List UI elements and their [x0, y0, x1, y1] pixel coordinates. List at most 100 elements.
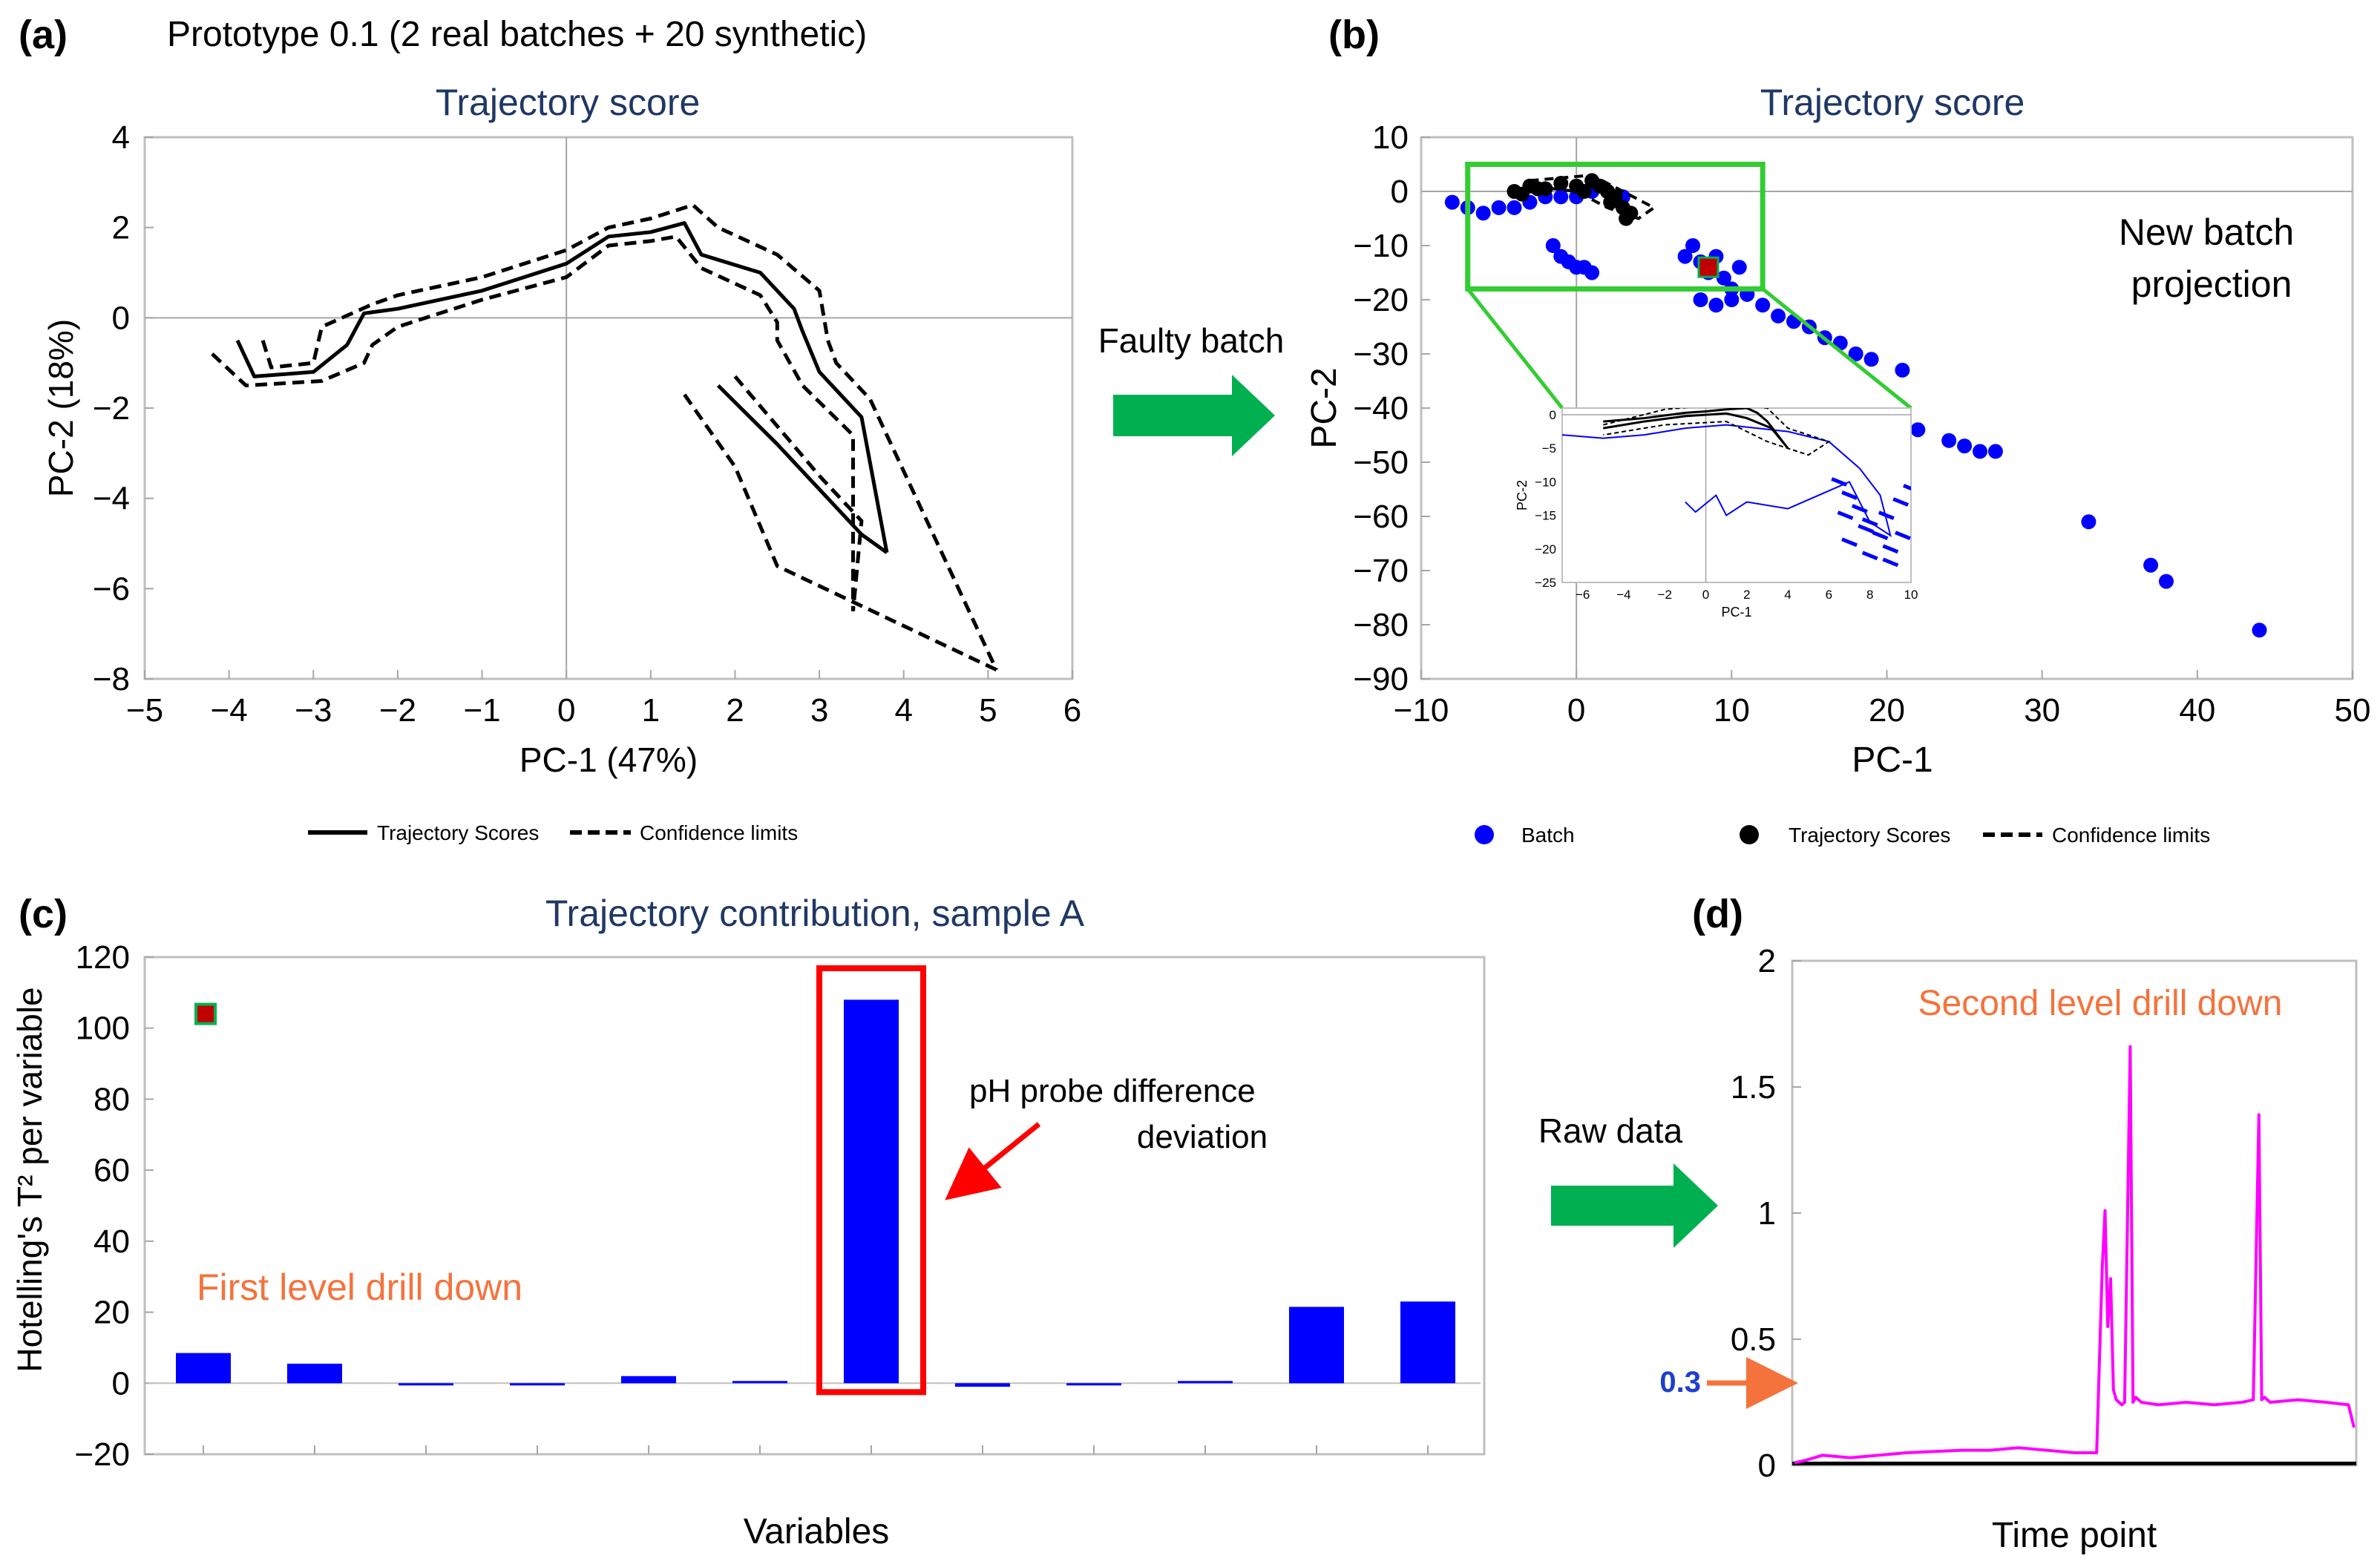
panel-b-y-tick-label: −30 [1353, 336, 1409, 372]
panel-d-y-ticks: 0 0.5 1 1.5 2 [1731, 943, 1801, 1484]
panel-b-letter: (b) [1328, 13, 1380, 57]
panel-a-ylabel: PC-2 (18%) [42, 319, 80, 497]
panel-b-annotation-line2: projection [2131, 263, 2292, 305]
arrow-a-to-b [1113, 375, 1275, 456]
panel-b-y-tick-label: −80 [1353, 607, 1409, 643]
panel-b-inset-batch-mark [1861, 551, 1878, 561]
panel-b-ylabel: PC-2 [1305, 367, 1344, 448]
panel-b-inset-x-tick-label: −4 [1616, 588, 1630, 602]
panel-b-y-tick-label: −50 [1353, 444, 1409, 481]
panel-c-y-tick-label: 20 [94, 1295, 130, 1331]
panel-b-inset-batch-trace [1562, 424, 1892, 537]
batch-point [1895, 362, 1910, 378]
panel-b-x-tick-label: 0 [1567, 692, 1585, 729]
panel-a-y-tick-label: 4 [112, 119, 130, 156]
panel-b-inset-traces [1562, 408, 1911, 568]
panel-c-highlight-box [816, 965, 926, 1396]
panel-c-plot-frame [143, 956, 1486, 1456]
confidence-limit-line [733, 375, 864, 612]
panel-a-x-tick-label: −5 [126, 692, 163, 729]
trajectory-score-line [235, 221, 889, 553]
panel-b-inset-batch-mark [1882, 557, 1899, 568]
panel-b-x-ticks: −10 0 10 20 30 40 50 [1394, 670, 2370, 729]
panel-c-y-tick-label: 40 [94, 1223, 130, 1260]
batch-point [2081, 514, 2097, 530]
batch-point [1731, 260, 1747, 275]
batch-point [1685, 238, 1701, 253]
panel-c-ylabel: Hotelling's T² per variable [10, 987, 49, 1372]
panel-d-y-tick-label: 0 [1758, 1448, 1776, 1484]
panel-d-y-tick-label: 0.5 [1731, 1321, 1776, 1358]
panel-b-inset-x-tick-label: −2 [1658, 588, 1672, 602]
panel-d-series [1792, 1045, 2356, 1465]
batch-point [1708, 298, 1724, 313]
panel-b-inset-x-tick-label: 10 [1904, 588, 1918, 602]
panel-b-inset-batch-mark [1851, 504, 1868, 513]
panel-c-y-tick-label: −20 [74, 1436, 130, 1473]
panel-d-y-tick-label: 1 [1758, 1195, 1776, 1232]
batch-point [1716, 270, 1731, 286]
panel-b-zoom-connector [1761, 287, 1912, 410]
batch-point [1507, 200, 1522, 215]
legend-b-trajectory-swatch [1740, 825, 1759, 844]
batch-point [2159, 574, 2174, 589]
panel-b-xlabel: PC-1 [1852, 740, 1932, 780]
panel-b-inset-batch-mark [1872, 530, 1889, 541]
batch-point [1771, 308, 1786, 323]
panel-b-y-tick-label: −60 [1353, 499, 1409, 535]
contribution-bar [1289, 1307, 1344, 1384]
batch-point [1863, 352, 1879, 367]
panel-b-inset-batch-mark [1882, 544, 1899, 554]
panel-b-y-tick-label: −90 [1353, 661, 1409, 697]
batch-point [1553, 189, 1569, 205]
panel-a-x-tick-label: 0 [557, 692, 575, 729]
panel-b-inset-y-tick-label: −20 [1535, 542, 1556, 556]
panel-b-y-tick-label: −40 [1353, 390, 1409, 427]
panel-a-x-tick-label: 1 [642, 692, 660, 729]
batch-point [1910, 422, 1926, 438]
contribution-bar [287, 1363, 342, 1384]
confidence-limit-line [683, 393, 997, 672]
panel-b-x-tick-label: 10 [1714, 692, 1750, 729]
panel-b-inset-batch-mark [1892, 497, 1909, 507]
contribution-bar [399, 1383, 453, 1386]
panel-b-inset-y-tick-label: −5 [1542, 441, 1556, 456]
panel-a-x-tick-label: 4 [894, 692, 912, 729]
batch-point [1584, 265, 1600, 280]
trajectory-score-point [1619, 211, 1634, 226]
panel-b-y-tick-label: −70 [1353, 553, 1409, 589]
panel-a-x-tick-label: −4 [211, 692, 248, 729]
panel-a-y-tick-label: −8 [93, 661, 130, 697]
batch-point [1755, 298, 1771, 313]
contribution-bar [510, 1383, 565, 1386]
panel-b-inset-y-tick-label: 0 [1550, 408, 1556, 422]
panel-c-probe-line2: deviation [1137, 1119, 1268, 1155]
panel-a-x-tick-label: −3 [295, 692, 332, 729]
legend-a-confidence-label: Confidence limits [640, 821, 798, 844]
confidence-limit-line [260, 203, 998, 671]
legend-b-batch-label: Batch [1521, 824, 1575, 847]
panel-a-y-tick-label: −2 [93, 390, 130, 427]
panel-b-inset-confidence-trace [1603, 408, 1831, 456]
panel-b-inset-y-tick-label: −15 [1535, 509, 1556, 523]
panel-b-confidence-outline [1530, 174, 1657, 220]
panel-a-y-tick-label: 2 [112, 210, 130, 246]
panel-a-x-tick-label: 2 [726, 692, 744, 729]
panel-b-y-tick-label: 0 [1391, 174, 1409, 210]
panel-b-title: Trajectory score [1760, 82, 2025, 123]
panel-c-bars [148, 999, 1481, 1454]
panel-c-y-tick-label: 100 [76, 1011, 130, 1047]
panel-c-probe-annotation: pH probe difference deviation [969, 1073, 1268, 1155]
contribution-bar [1066, 1383, 1121, 1386]
batch-point [1941, 433, 1957, 448]
panel-c-y-tick-label: 80 [94, 1081, 130, 1117]
panel-a-x-ticks: −5 −4 −3 −2 −1 0 1 2 3 4 5 6 [126, 670, 1081, 729]
contribution-bar [176, 1353, 231, 1384]
panel-a-zero-lines [145, 137, 1072, 679]
arrow-c-to-d-label: Raw data [1538, 1111, 1683, 1150]
panel-a-x-tick-label: 3 [810, 692, 828, 729]
panel-c-y-tick-label: 120 [76, 939, 130, 976]
panel-b-inset-batch-mark [1841, 490, 1858, 500]
panel-d-annotation: Second level drill down [1918, 984, 2283, 1023]
batch-point [1987, 444, 2003, 459]
